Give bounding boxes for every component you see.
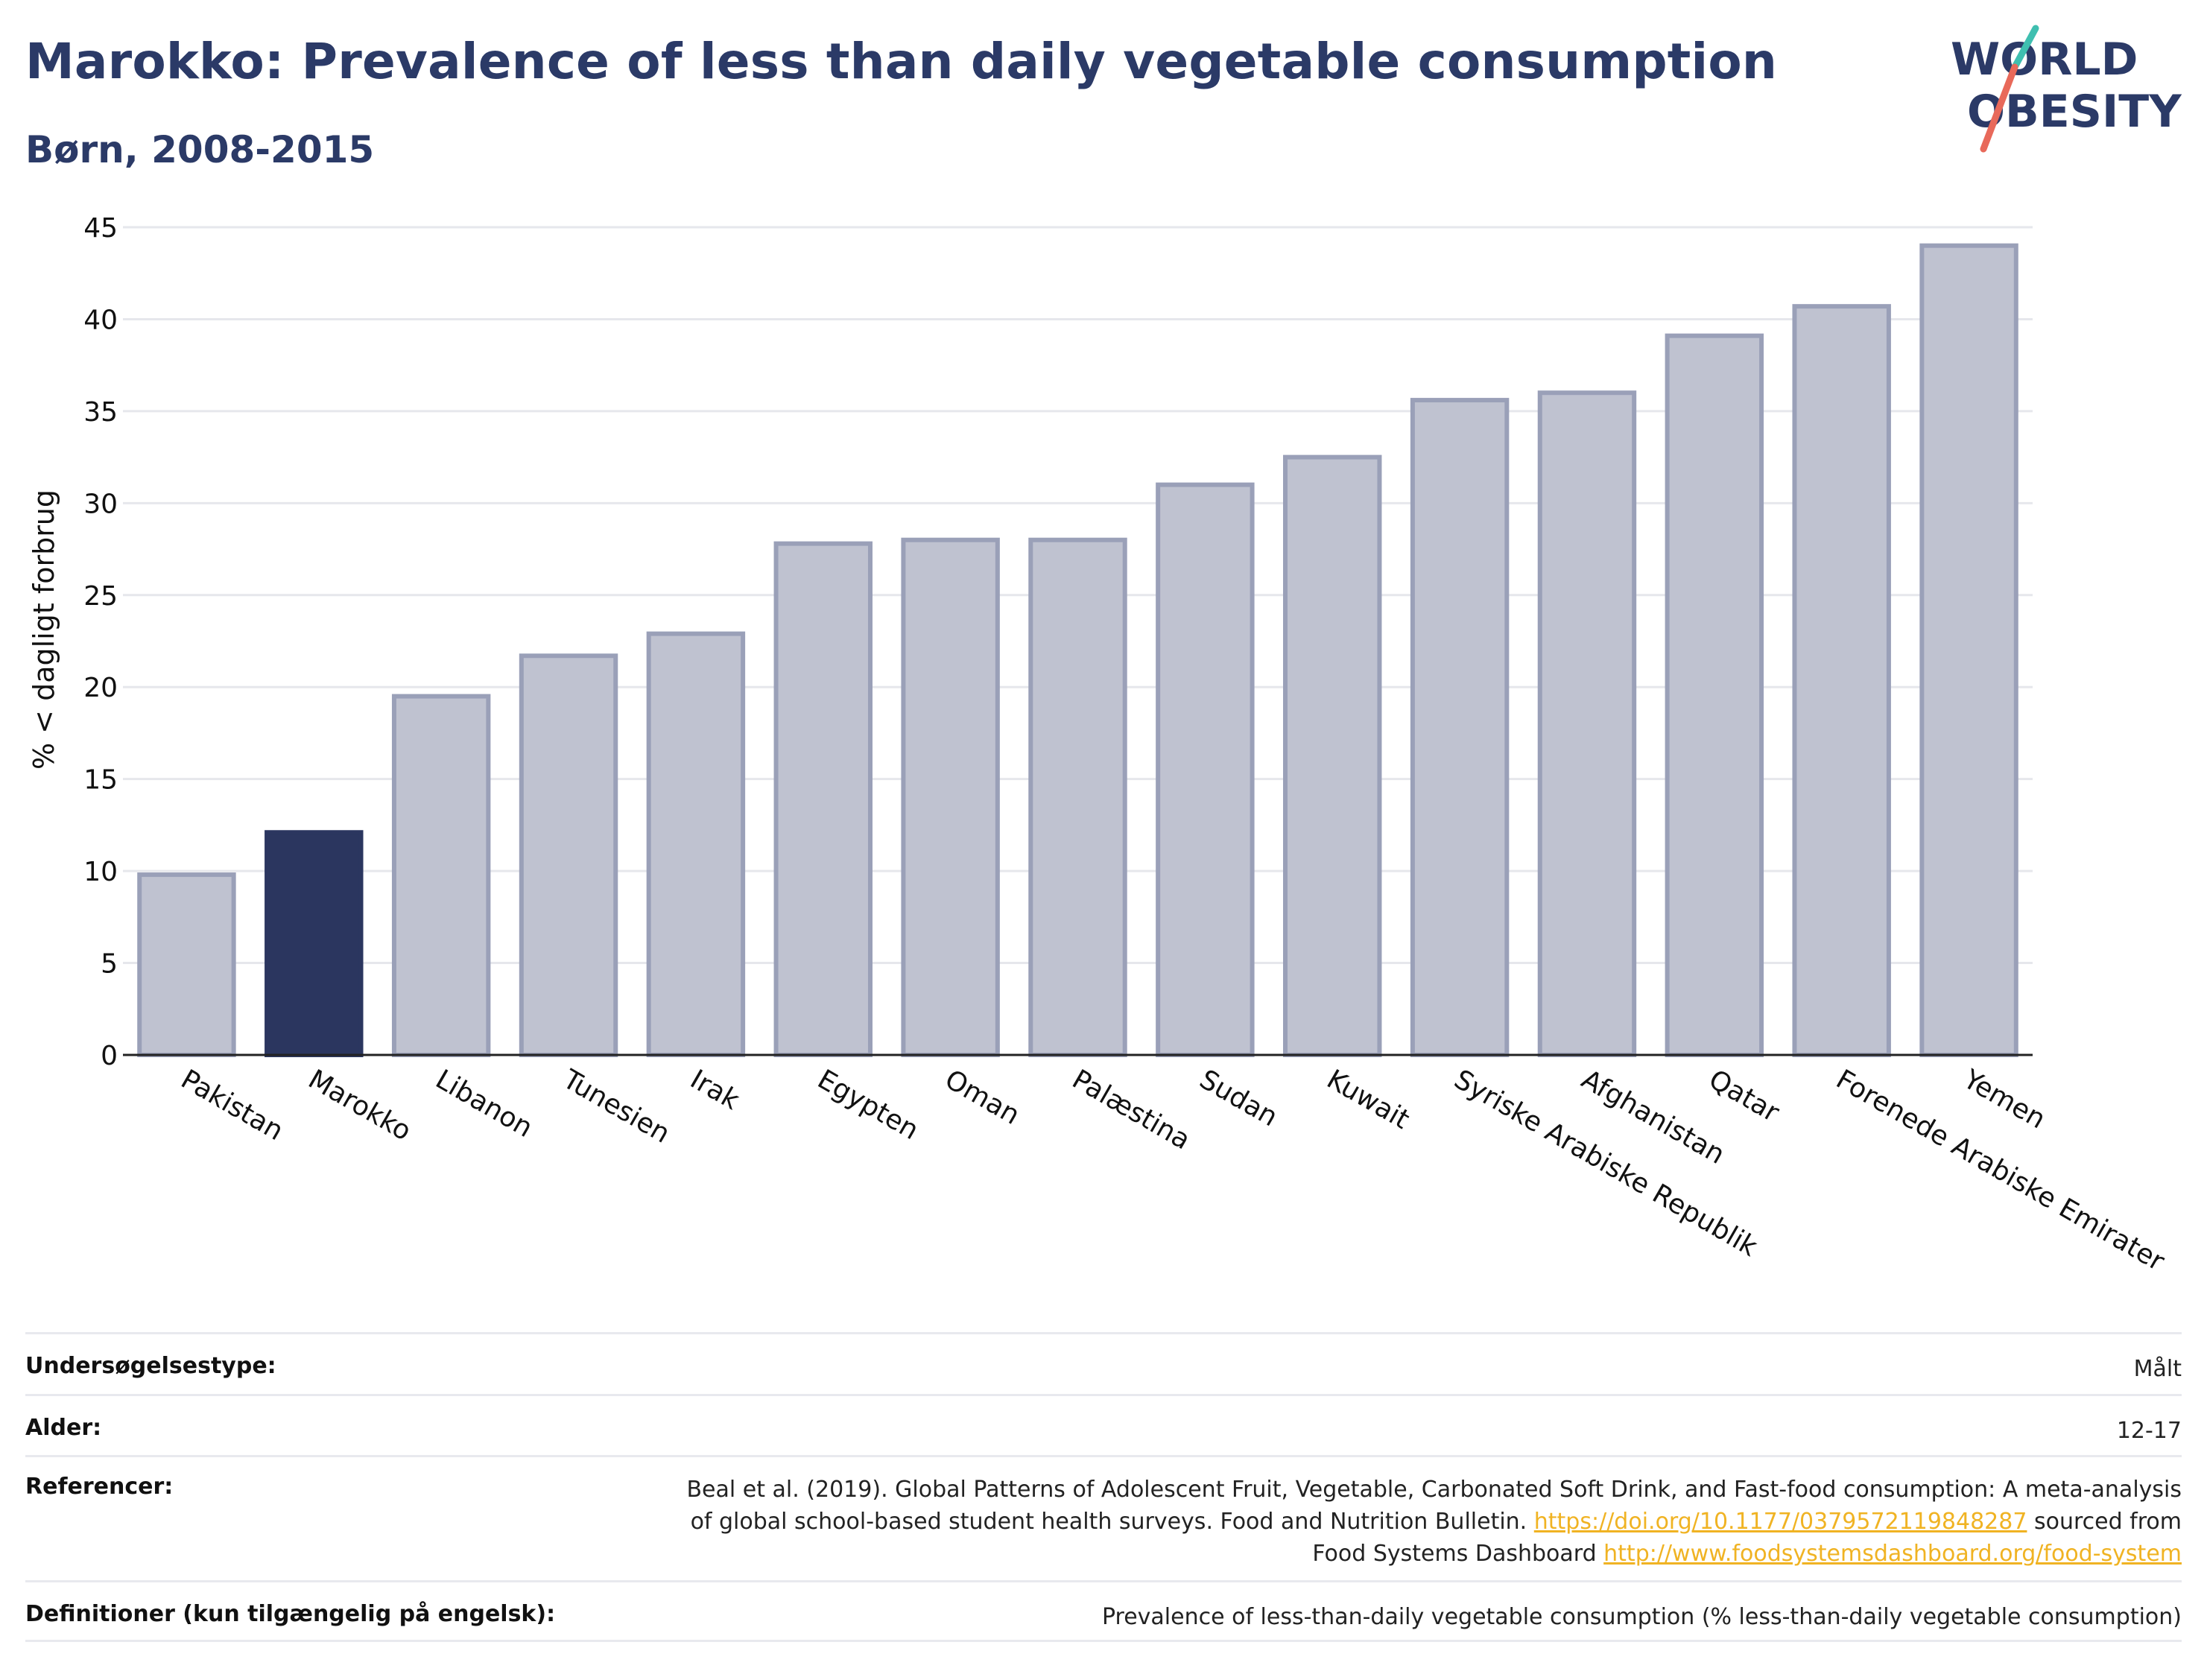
bar [1537, 390, 1637, 1057]
age-label: Alder: [25, 1415, 102, 1441]
meta-row-age: Alder: 12-17 [25, 1394, 2182, 1455]
definitions-value: Prevalence of less-than-daily vegetable … [1101, 1604, 2182, 1630]
y-axis-label: % < dagligt forbrug [28, 489, 60, 770]
world-obesity-logo: WORLD OBESITY [1951, 25, 2182, 153]
logo-slash-coral [1980, 63, 2018, 153]
x-tick-label: Egypten [812, 1064, 923, 1146]
chart-title: Marokko: Prevalence of less than daily v… [25, 33, 1778, 90]
y-tick-label: 5 [101, 949, 118, 980]
survey-type-label: Undersøgelsestype: [25, 1353, 276, 1379]
bar [773, 541, 873, 1057]
x-tick-label: Palæstina [1067, 1064, 1195, 1156]
x-axis-labels: Pakistan Marokko Libanon Tunesien Irak Egypte… [176, 1064, 2170, 1278]
age-value: 12-17 [2116, 1418, 2182, 1444]
logo-text-world: WORLD [1951, 34, 2138, 86]
x-tick-label: Libanon [431, 1064, 538, 1144]
x-tick-label: Qatar [1703, 1064, 1784, 1128]
reference-text-2: of global school-based student health su… [690, 1509, 1534, 1535]
bar [391, 694, 491, 1057]
bar [137, 872, 236, 1057]
bar [646, 631, 746, 1057]
x-tick-label: Sudan [1194, 1064, 1283, 1132]
x-tick-label: Pakistan [176, 1064, 288, 1147]
bars [137, 243, 2018, 1058]
x-tick-label: Kuwait [1322, 1064, 1415, 1135]
reference-text-3: sourced from [2027, 1509, 2182, 1535]
bar-chart: 0 5 10 15 20 25 30 35 40 45 Pakistan Marokko Libano… [28, 213, 2170, 1278]
y-tick-label: 0 [101, 1041, 118, 1071]
bar [1792, 304, 1891, 1057]
bar [1283, 454, 1382, 1057]
x-tick-label: Oman [940, 1064, 1025, 1131]
doi-link[interactable]: https://doi.org/10.1177/0379572119848287 [1533, 1509, 2027, 1535]
definitions-label: Definitioner (kun tilgængelig på engelsk… [25, 1601, 556, 1627]
y-tick-label: 40 [83, 305, 118, 335]
y-tick-label: 30 [83, 489, 118, 519]
x-tick-label: Tunesien [557, 1064, 675, 1150]
y-tick-label: 20 [83, 673, 118, 703]
chart-subtitle: Børn, 2008-2015 [25, 128, 375, 171]
meta-row-definitions: Definitioner (kun tilgængelig på engelsk… [25, 1580, 2182, 1642]
bar [1665, 333, 1764, 1058]
x-tick-label: Irak [685, 1064, 744, 1116]
x-tick-label: Marokko [303, 1064, 417, 1147]
reference-text-1: Beal et al. (2019). Global Patterns of A… [686, 1477, 2182, 1503]
y-tick-label: 25 [83, 581, 118, 612]
bar [1410, 398, 1510, 1057]
metadata-table: Undersøgelsestype: Målt Alder: 12-17 Ref… [25, 1332, 2182, 1642]
bar [519, 653, 618, 1057]
bar [1028, 537, 1127, 1057]
y-axis-ticks: 0 5 10 15 20 25 30 35 40 45 [83, 213, 118, 1071]
references-value: Beal et al. (2019). Global Patterns of A… [686, 1474, 2182, 1570]
meta-row-survey-type: Undersøgelsestype: Målt [25, 1332, 2182, 1394]
food-systems-link[interactable]: http://www.foodsystemsdashboard.org/food… [1603, 1541, 2182, 1567]
bar [1919, 243, 2018, 1058]
bar [901, 537, 1000, 1057]
y-tick-label: 10 [83, 857, 118, 887]
reference-text-4: Food Systems Dashboard [1312, 1541, 1604, 1567]
logo-slash-teal [2011, 25, 2039, 71]
survey-type-value: Målt [2133, 1356, 2182, 1382]
x-tick-label: Yemen [1957, 1064, 2051, 1135]
y-tick-label: 35 [83, 397, 118, 428]
bar [265, 830, 364, 1057]
bar [1156, 482, 1255, 1057]
meta-row-references: Referencer: Beal et al. (2019). Global P… [25, 1455, 2182, 1580]
y-tick-label: 45 [83, 213, 118, 244]
y-tick-label: 15 [83, 765, 118, 796]
references-label: Referencer: [25, 1474, 174, 1500]
